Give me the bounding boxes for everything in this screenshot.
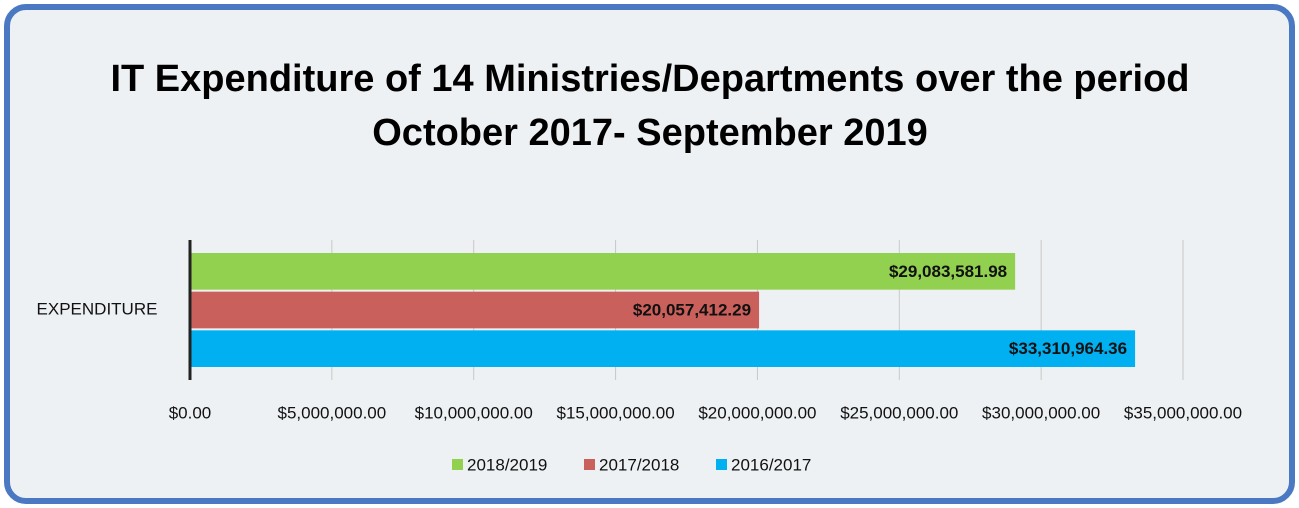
- x-tick-label: $25,000,000.00: [840, 403, 958, 422]
- x-tick-label: $30,000,000.00: [982, 403, 1100, 422]
- legend-swatch: [452, 459, 463, 470]
- x-tick-label: $15,000,000.00: [556, 403, 674, 422]
- x-tick-label: $35,000,000.00: [1124, 403, 1242, 422]
- category-label: EXPENDITURE: [37, 299, 158, 318]
- data-label: $20,057,412.29: [633, 300, 751, 319]
- x-tick-label: $20,000,000.00: [698, 403, 816, 422]
- bar: [190, 291, 760, 329]
- legend-label: 2018/2019: [467, 455, 547, 474]
- legend-swatch: [716, 459, 727, 470]
- legend-swatch: [584, 459, 595, 470]
- x-tick-label: $0.00: [169, 403, 212, 422]
- legend-label: 2017/2018: [599, 455, 679, 474]
- legend-label: 2016/2017: [731, 455, 811, 474]
- chart-title: IT Expenditure of 14 Ministries/Departme…: [110, 58, 1190, 154]
- data-label: $33,310,964.36: [1009, 339, 1127, 358]
- x-tick-label: $5,000,000.00: [277, 403, 386, 422]
- bar: [190, 253, 1016, 290]
- bar: [190, 330, 1136, 367]
- x-tick-label: $10,000,000.00: [415, 403, 533, 422]
- data-label: $29,083,581.98: [889, 262, 1007, 281]
